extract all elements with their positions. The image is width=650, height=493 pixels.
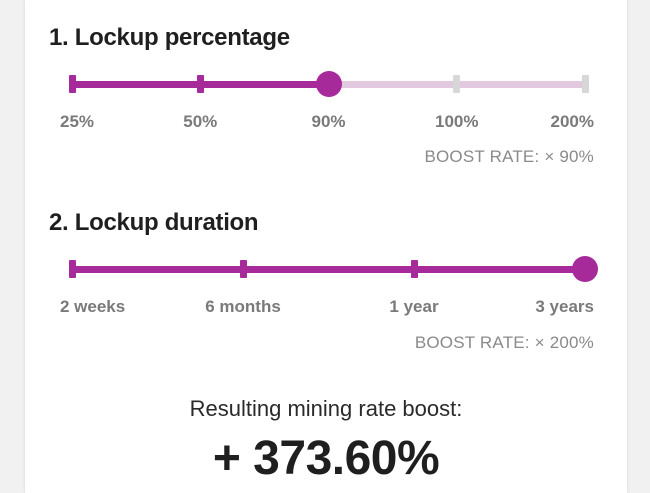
slider-option-label[interactable]: 50%	[183, 112, 218, 131]
slider-tick[interactable]	[410, 260, 418, 278]
slider-tick[interactable]	[453, 75, 461, 93]
slider-option-label[interactable]: 90%	[311, 112, 346, 131]
slider-option-label[interactable]: 25%	[60, 112, 95, 131]
lockup-duration-slider[interactable]	[68, 255, 598, 283]
result-value: + 373.60%	[212, 432, 440, 485]
lockup-percentage-boost-rate: BOOST RATE: × 90%	[424, 147, 594, 166]
slider-option-label[interactable]: 6 months	[205, 297, 281, 316]
slider-thumb[interactable]	[315, 71, 342, 97]
slider-tick[interactable]	[581, 75, 589, 93]
lockup-duration-title: 2. Lockup duration	[49, 209, 259, 236]
lockup-percentage-slider[interactable]	[68, 70, 589, 98]
slider-thumb[interactable]	[572, 256, 598, 282]
slider-option-label[interactable]: 1 year	[389, 297, 439, 316]
slider-option-label[interactable]: 200%	[550, 112, 594, 131]
slider-option-label[interactable]: 3 years	[535, 297, 594, 316]
lockup-duration-boost-rate: BOOST RATE: × 200%	[414, 333, 594, 352]
lockup-percentage-title: 1. Lockup percentage	[49, 24, 290, 51]
slider-track-fill	[72, 265, 585, 273]
slider-tick[interactable]	[68, 260, 76, 278]
slider-option-label[interactable]: 2 weeks	[60, 297, 126, 316]
slider-option-label[interactable]: 100%	[435, 112, 479, 131]
slider-tick[interactable]	[239, 260, 247, 278]
slider-tick[interactable]	[68, 75, 76, 93]
result-label: Resulting mining rate boost:	[189, 396, 463, 421]
slider-tick[interactable]	[196, 75, 204, 93]
boost-calculator-card: 1. Lockup percentage 25% 50% 90% 100% 200% B…	[25, 0, 627, 493]
